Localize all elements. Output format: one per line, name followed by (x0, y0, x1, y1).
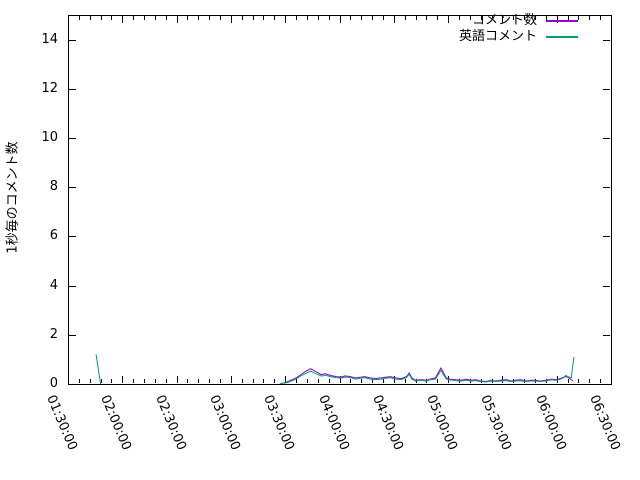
plot-border (68, 15, 612, 385)
y-tick-label: 14 (41, 32, 58, 47)
series-line-english-comments (279, 356, 575, 384)
legend-row-english-comments: 英語コメント (459, 29, 578, 45)
legend-label-english-comments: 英語コメント (458, 29, 537, 44)
legend: コメント数 英語コメント (459, 13, 578, 45)
y-tick-label: 12 (41, 81, 58, 96)
legend-line-sample-english-comments (546, 36, 578, 38)
y-tick-label: 4 (49, 278, 58, 293)
y-tick-label: 6 (49, 228, 58, 243)
y-tick-label: 0 (49, 376, 58, 391)
y-axis-title: 1秒毎のコメント数 (5, 141, 21, 254)
y-tick-label: 8 (49, 179, 58, 194)
legend-line-sample-comments (546, 20, 578, 22)
series-line-comments (281, 366, 574, 384)
legend-label-comments: コメント数 (471, 13, 537, 28)
series-line-english-comments (95, 354, 102, 385)
y-tick-label: 2 (49, 327, 58, 342)
legend-row-comments: コメント数 (472, 13, 578, 29)
y-tick-label: 10 (41, 130, 58, 145)
